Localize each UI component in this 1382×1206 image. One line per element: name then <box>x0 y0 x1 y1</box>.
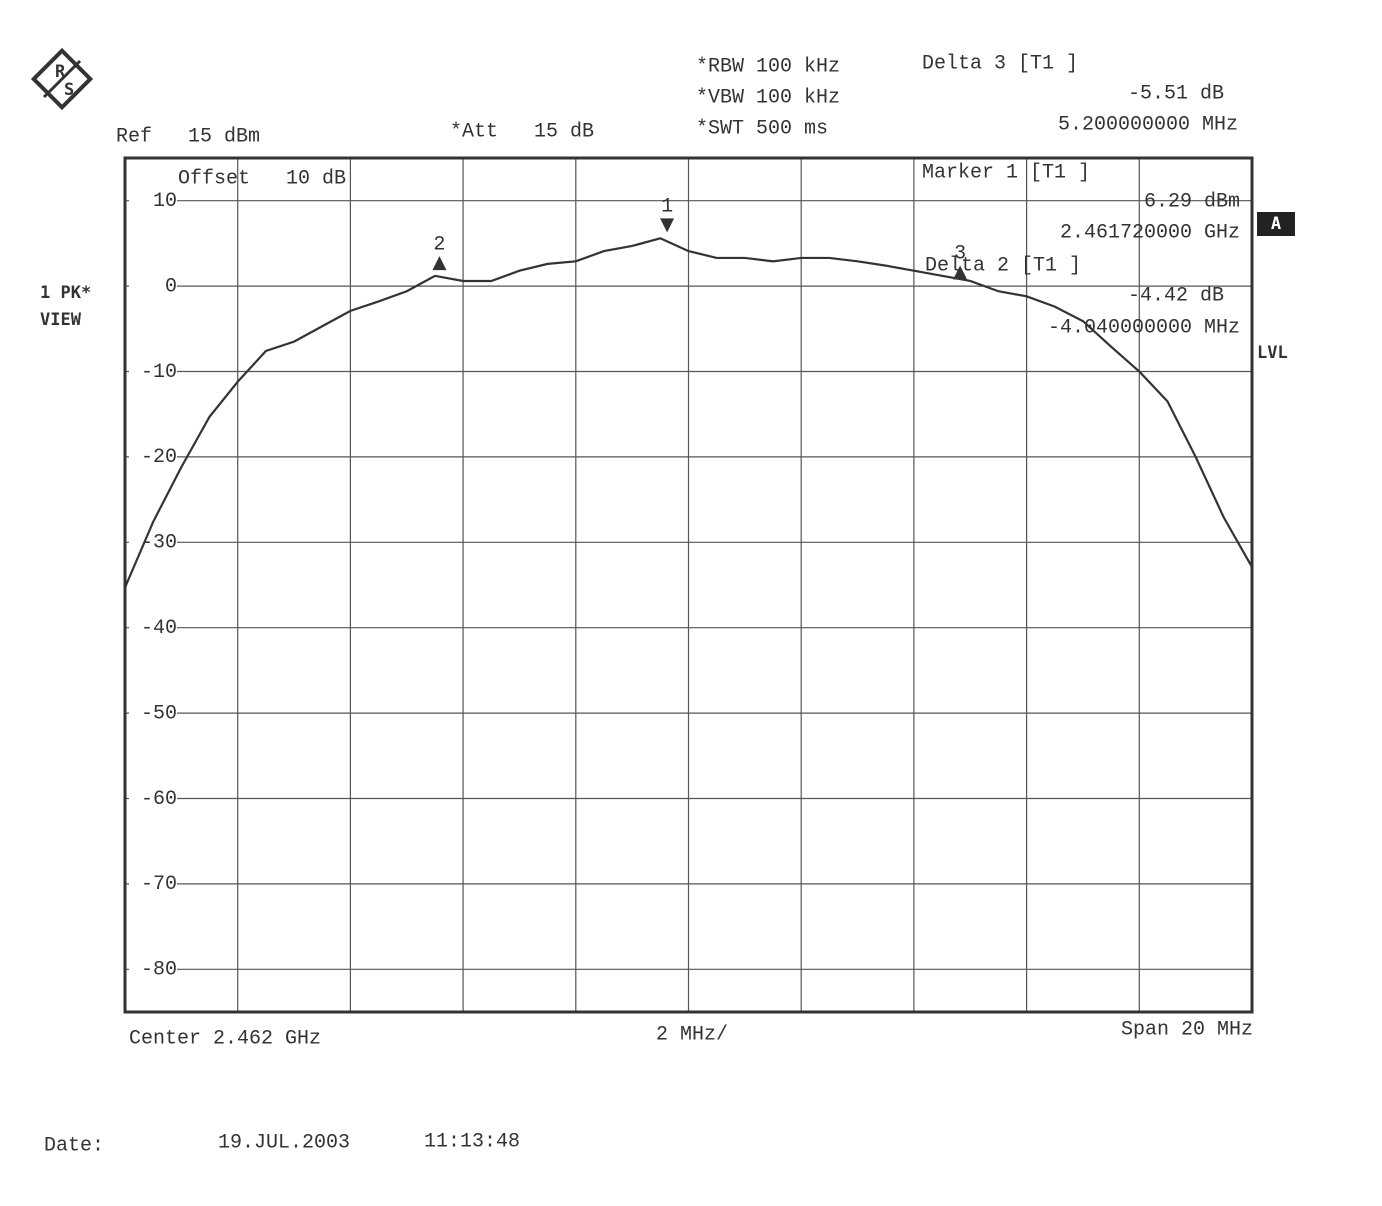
delta3-title: Delta 3 [T1 ] <box>922 52 1078 75</box>
ref-level: Ref 15 dBm <box>116 125 260 148</box>
tick-label-bg <box>129 702 177 725</box>
delta2-level: -4.42 dB <box>1128 284 1224 307</box>
division: 2 MHz/ <box>656 1023 728 1046</box>
span: Span 20 MHz <box>1121 1018 1253 1041</box>
marker-label: 2 <box>433 233 445 256</box>
rbw: *RBW 100 kHz <box>696 55 840 78</box>
trace-mode: 1 PK* <box>40 283 91 303</box>
logo-s: S <box>64 80 74 100</box>
marker-label: 3 <box>954 243 966 266</box>
flag-lvl: LVL <box>1257 343 1288 363</box>
tick-label-bg <box>129 958 177 981</box>
marker1-title: Marker 1 [T1 ] <box>922 161 1090 184</box>
tick-label-bg <box>129 360 177 383</box>
trace-view: VIEW <box>40 310 82 330</box>
y-tick-label: -30 <box>141 532 177 555</box>
logo: R S <box>30 47 94 111</box>
logo-slash <box>42 59 82 99</box>
y-tick-label: -40 <box>141 617 177 640</box>
tick-label-bg <box>129 189 177 212</box>
date-label: Date: <box>44 1134 104 1157</box>
marker1-level: 6.29 dBm <box>1144 190 1240 213</box>
marker <box>953 265 968 280</box>
marker-label: 1 <box>661 196 673 219</box>
marker1-freq: 2.461720000 GHz <box>1060 221 1240 244</box>
tick-label-bg <box>129 787 177 810</box>
y-tick-label: -70 <box>141 873 177 896</box>
y-tick-label: -60 <box>141 788 177 811</box>
marker <box>660 218 675 233</box>
logo-r: R <box>55 62 66 82</box>
offset: Offset 10 dB <box>178 167 346 190</box>
swt: *SWT 500 ms <box>696 117 828 140</box>
y-tick-label: -50 <box>141 702 177 725</box>
flag-box <box>1257 212 1295 236</box>
tick-label-bg <box>129 275 177 298</box>
marker <box>432 256 447 271</box>
time: 11:13:48 <box>424 1130 520 1153</box>
tick-label-bg <box>129 616 177 639</box>
delta3-freq: 5.200000000 MHz <box>1058 113 1238 136</box>
trace <box>123 237 1253 588</box>
vbw: *VBW 100 kHz <box>696 86 840 109</box>
delta2-freq: -4.040000000 MHz <box>1048 316 1240 339</box>
date: 19.JUL.2003 <box>218 1131 350 1154</box>
y-tick-label: 0 <box>165 275 177 298</box>
y-tick-label: 10 <box>153 190 177 213</box>
tick-label-bg <box>129 872 177 895</box>
y-tick-label: -20 <box>141 446 177 469</box>
y-tick-label: -10 <box>141 361 177 384</box>
y-tick-label: -80 <box>141 959 177 982</box>
flag-a: A <box>1271 214 1281 234</box>
attenuation: *Att 15 dB <box>450 120 594 143</box>
tick-label-bg <box>129 445 177 468</box>
delta2-title: Delta 2 [T1 ] <box>925 254 1081 277</box>
delta3-level: -5.51 dB <box>1128 82 1224 105</box>
plot: 10 0 -10 -20 -30 -40 -50 -60 -70 -80 1 2 3 <box>123 156 1254 1014</box>
center-freq: Center 2.462 GHz <box>129 1027 321 1050</box>
